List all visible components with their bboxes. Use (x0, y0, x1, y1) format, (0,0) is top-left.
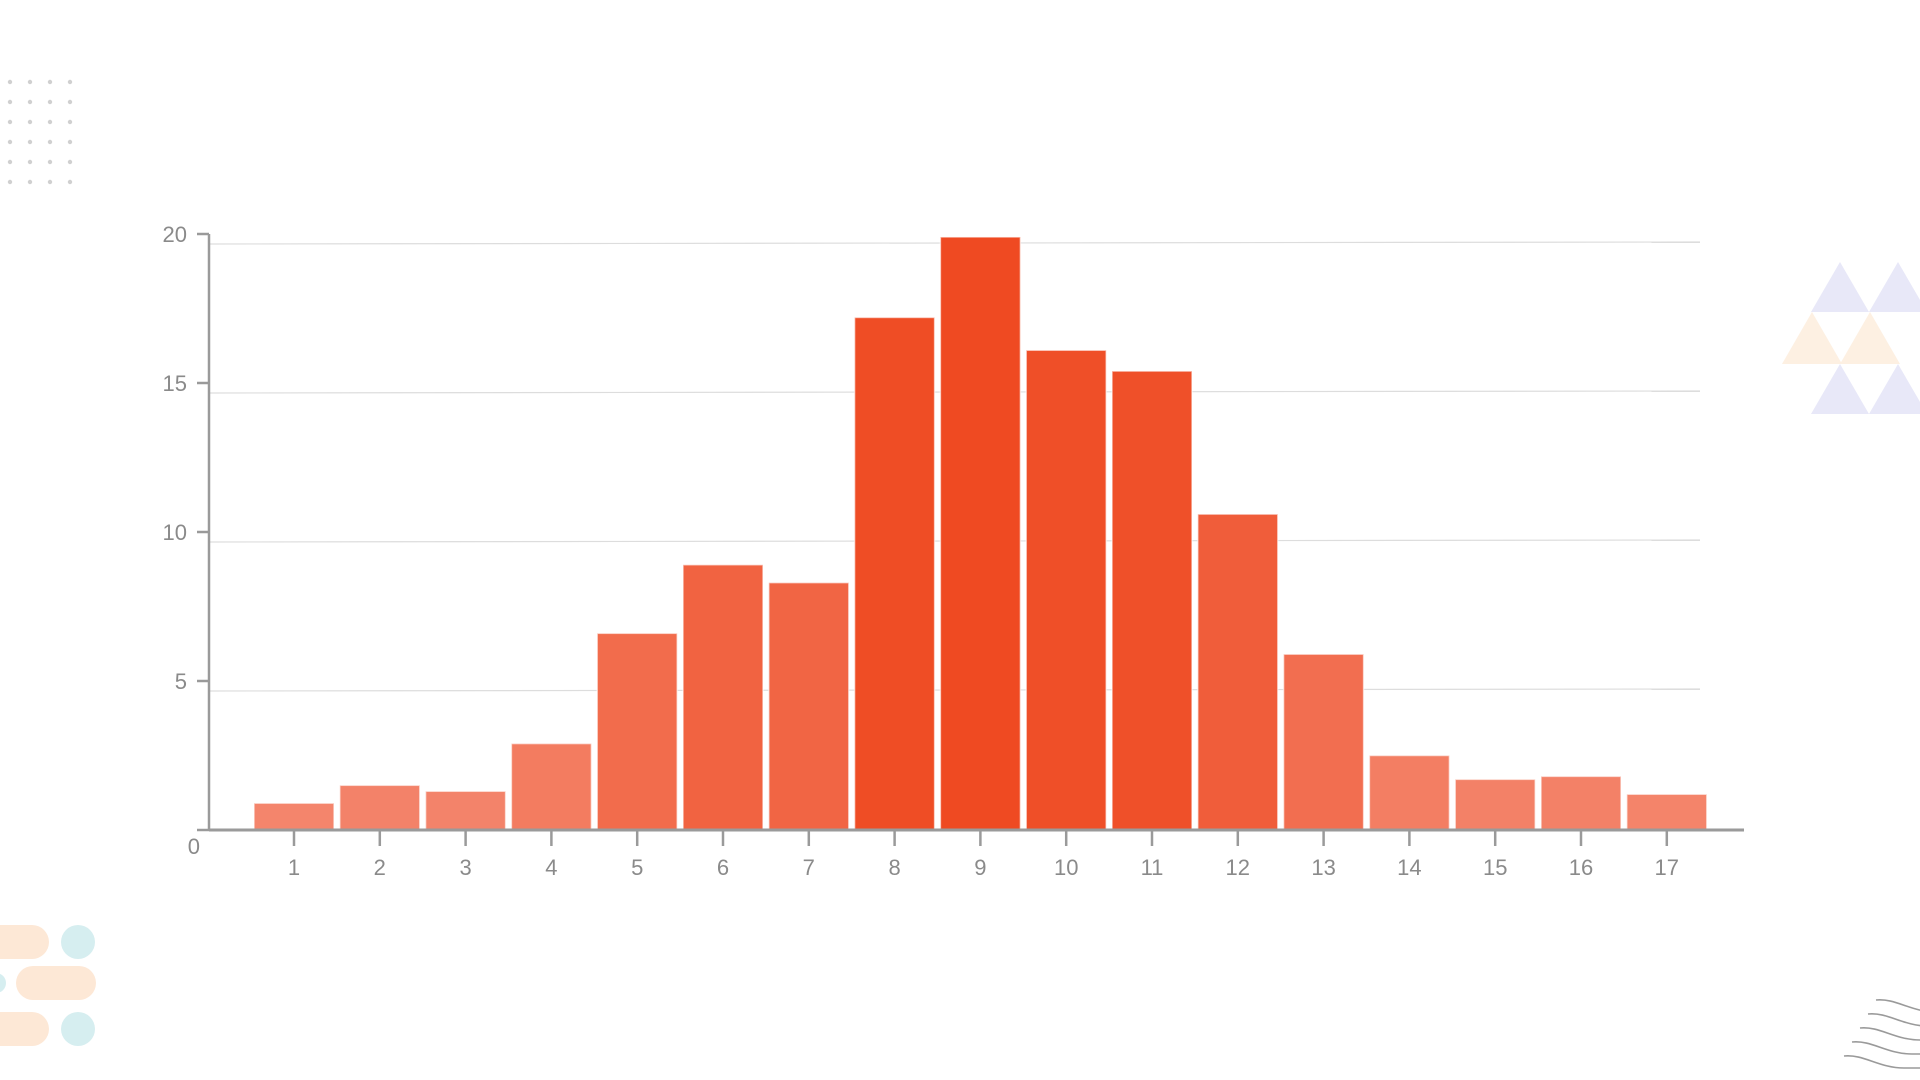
bar-13 (1282, 653, 1365, 831)
y-tick-label: 20 (163, 222, 187, 247)
dot-pattern-dot (27, 159, 33, 165)
triangle-decoration (1811, 364, 1869, 414)
x-tick-label: 11 (1141, 855, 1164, 880)
dot-pattern-dot (27, 179, 33, 185)
dot-pattern-dot (27, 79, 33, 85)
dot-pattern-dot (7, 119, 13, 125)
bar-16 (1540, 775, 1622, 831)
dot-pattern-dot (7, 79, 13, 85)
axes (197, 232, 1744, 846)
bar-14 (1368, 754, 1451, 831)
bar-9 (939, 236, 1022, 831)
bar-4 (510, 742, 593, 831)
pill-decoration (0, 925, 49, 959)
x-tick-label: 13 (1311, 855, 1335, 880)
bar-5 (596, 632, 678, 831)
wave-line-decoration (1875, 999, 1920, 1013)
x-tick-label: 14 (1397, 855, 1421, 880)
bar-3 (424, 790, 507, 831)
dot-pattern-dot (67, 99, 73, 105)
dot-pattern-dot (27, 99, 33, 105)
x-tick-label: 17 (1655, 855, 1679, 880)
bar-1 (253, 802, 335, 831)
x-tick-label: 3 (459, 855, 471, 880)
triangle-decoration (1782, 312, 1842, 364)
triangle-decoration (1869, 364, 1920, 414)
wave-line-decoration (1859, 1027, 1920, 1041)
y-tick-label: 10 (163, 520, 187, 545)
wave-line-decoration (1851, 1041, 1920, 1055)
dot-pattern-dot (47, 159, 53, 165)
bar-2 (339, 784, 421, 831)
bar-11 (1111, 370, 1193, 831)
dot-pattern-dot (67, 119, 73, 125)
dot-pattern-dot (67, 179, 73, 185)
dot-pattern-dot (67, 139, 73, 145)
wave-line-decoration (1867, 1013, 1920, 1027)
x-tick-label: 10 (1054, 855, 1078, 880)
bar-10 (1025, 349, 1107, 831)
y-tick-label: 15 (163, 371, 187, 396)
x-tick-label: 12 (1226, 855, 1250, 880)
dot-pattern-dot (47, 99, 53, 105)
x-tick-label: 1 (288, 855, 300, 880)
bar-12 (1197, 513, 1279, 831)
circle-decoration (0, 973, 6, 993)
x-tick-label: 15 (1483, 855, 1507, 880)
bar-8 (853, 316, 936, 831)
x-tick-label: 2 (374, 855, 386, 880)
triangle-decoration (1811, 262, 1869, 312)
dot-pattern-dot (67, 159, 73, 165)
x-tick-label: 6 (717, 855, 729, 880)
dot-pattern-dot (7, 159, 13, 165)
dot-pattern-dot (47, 119, 53, 125)
y-tick-label: 0 (188, 834, 200, 859)
bar-15 (1454, 778, 1536, 831)
circle-decoration (61, 1012, 95, 1046)
dot-pattern-dot (47, 79, 53, 85)
dot-pattern-dot (67, 79, 73, 85)
wave-line-decoration (1843, 1055, 1920, 1069)
dot-pattern-dot (47, 139, 53, 145)
bar-17 (1626, 793, 1708, 831)
triangle-decoration (1869, 262, 1920, 312)
dot-pattern-dot (7, 99, 13, 105)
triangle-decoration (1840, 312, 1900, 364)
bar-7 (768, 581, 850, 831)
bars (253, 236, 1708, 831)
y-tick-label: 5 (175, 669, 187, 694)
circle-decoration (61, 925, 95, 959)
pill-decoration (0, 1012, 49, 1046)
x-tick-label: 16 (1569, 855, 1593, 880)
dot-pattern-dot (27, 139, 33, 145)
bar-6 (682, 564, 764, 831)
x-tick-label: 4 (545, 855, 557, 880)
dot-pattern-dot (7, 179, 13, 185)
pill-decoration (16, 966, 96, 1000)
x-tick-label: 9 (974, 855, 986, 880)
background-decorations (0, 79, 1920, 1069)
x-tick-label: 8 (888, 855, 900, 880)
dot-pattern-dot (7, 139, 13, 145)
dot-pattern-dot (47, 179, 53, 185)
x-tick-label: 7 (803, 855, 815, 880)
x-tick-label: 5 (631, 855, 643, 880)
dot-pattern-dot (27, 119, 33, 125)
